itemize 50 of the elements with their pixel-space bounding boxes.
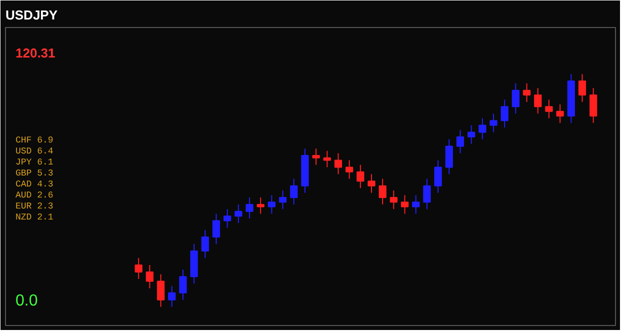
chart-title: USDJPY — [6, 8, 58, 22]
text: CAD 4.3 — [16, 180, 54, 190]
candlestick — [368, 174, 376, 194]
candlestick — [356, 164, 364, 189]
text: NZD 2.1 — [16, 212, 54, 222]
candlestick — [234, 204, 242, 224]
candlestick — [290, 178, 298, 205]
text: JPY 6.1 — [16, 158, 54, 168]
text: USD 6.4 — [16, 146, 54, 156]
candlestick — [556, 104, 564, 124]
candlestick — [490, 113, 498, 133]
text: 120.31 — [16, 46, 56, 60]
candlestick — [512, 82, 520, 114]
candlestick — [323, 150, 331, 168]
candlestick — [345, 160, 354, 180]
text: GBP 5.3 — [16, 168, 54, 178]
candlestick — [256, 196, 264, 214]
text: EUR 2.3 — [16, 202, 54, 212]
candlestick — [212, 213, 220, 245]
text: 0.0 — [16, 292, 38, 310]
candlestick — [478, 118, 486, 140]
candlestick — [400, 194, 409, 214]
candlestick — [168, 285, 176, 308]
candlestick — [534, 88, 542, 114]
candlestick — [545, 99, 553, 119]
candlestick — [134, 257, 142, 280]
candlestick — [268, 194, 276, 214]
candlestick — [201, 230, 209, 258]
candlestick — [500, 99, 508, 128]
text: CHF 6.9 — [16, 136, 54, 146]
candlestick — [589, 88, 598, 124]
candlestick — [378, 178, 386, 205]
candlestick — [445, 138, 453, 175]
candlestick — [146, 264, 154, 289]
candlestick — [334, 152, 342, 175]
candlestick — [412, 194, 420, 214]
candlestick — [156, 274, 165, 308]
candlestick — [434, 160, 442, 194]
candlestick — [246, 196, 254, 219]
text: AUD 2.6 — [16, 190, 54, 200]
candlestick — [223, 208, 232, 228]
candlestick — [578, 74, 586, 102]
candlestick — [456, 129, 464, 154]
candlestick — [179, 269, 187, 300]
candlestick — [312, 148, 320, 166]
candlestick — [423, 178, 431, 210]
candlestick — [390, 190, 398, 210]
candlestick — [522, 82, 531, 102]
candlestick — [467, 124, 476, 144]
candlestick — [278, 190, 287, 210]
